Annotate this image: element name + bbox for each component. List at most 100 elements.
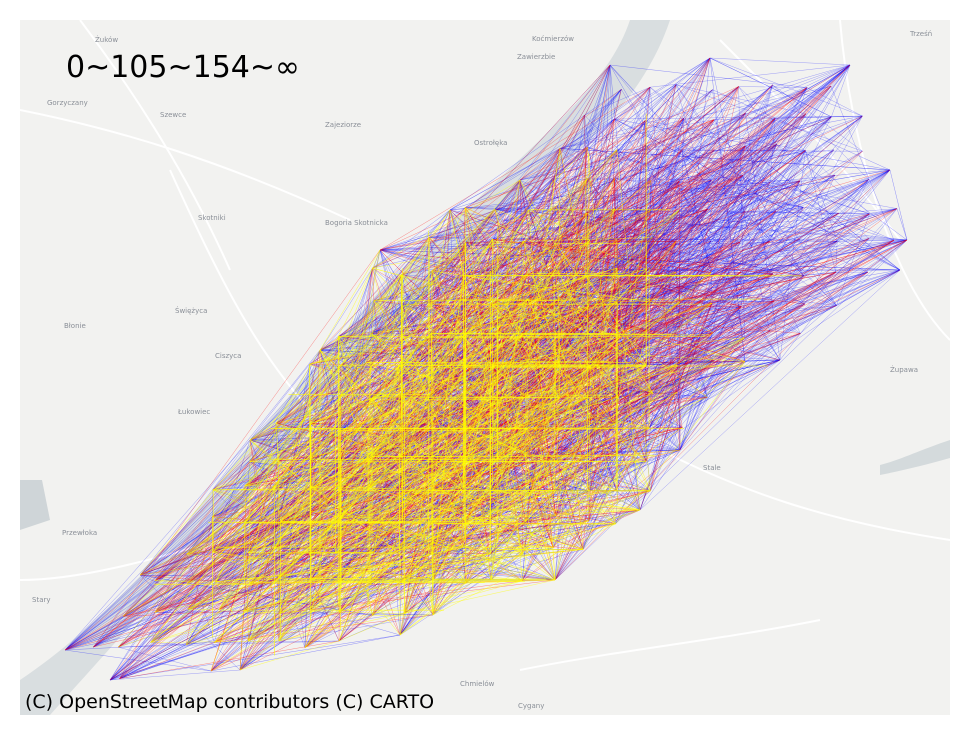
- flow-edge: [461, 144, 777, 300]
- flow-edge: [401, 57, 711, 306]
- flow-edge: [589, 427, 683, 492]
- flow-edge: [338, 275, 804, 337]
- flow-edge: [526, 208, 615, 362]
- flow-edge: [373, 174, 835, 301]
- flow-edge: [582, 145, 746, 550]
- flow-edge: [154, 237, 430, 581]
- flow-edge: [713, 119, 804, 277]
- flow-edge: [249, 362, 367, 441]
- flow-edge: [433, 522, 523, 582]
- flow-edge: [769, 118, 776, 182]
- flow-edge: [679, 180, 804, 208]
- flow-edge: [248, 580, 523, 642]
- flow-edge: [614, 116, 832, 365]
- flow-edge: [681, 150, 863, 152]
- flow-edge: [590, 272, 836, 425]
- flow-edge: [431, 89, 713, 272]
- flow-edge: [555, 180, 680, 332]
- flow-edge: [770, 181, 870, 215]
- flow-edge: [588, 149, 835, 492]
- flow-edge: [519, 179, 775, 302]
- flow-edge: [677, 333, 714, 362]
- flow-edge: [310, 86, 739, 398]
- flow-edge: [616, 149, 712, 273]
- flow-edge: [430, 115, 585, 334]
- place-label: Szewce: [160, 111, 186, 119]
- flow-edge: [838, 208, 898, 214]
- place-labels: Żuków Koćmierzów Trześń Zawierzbie Gorzyczan…: [32, 30, 932, 710]
- flow-edge: [465, 207, 745, 338]
- flow-edge: [679, 180, 801, 451]
- flow-edge: [404, 360, 714, 614]
- flow-edge: [150, 489, 341, 643]
- flow-edge: [649, 64, 851, 88]
- flow-edge: [339, 581, 341, 613]
- flow-edge: [554, 268, 618, 581]
- flow-edge: [465, 64, 851, 460]
- flow-edge: [369, 305, 403, 585]
- flow-edge: [652, 181, 680, 394]
- flow-edge: [558, 361, 590, 492]
- flow-edge: [379, 249, 560, 429]
- flow-edge: [432, 489, 556, 517]
- flow-edge: [710, 272, 713, 304]
- flow-edge: [139, 178, 554, 576]
- flow-edge: [341, 150, 806, 462]
- flow-edge: [335, 275, 587, 554]
- flow-edge: [554, 239, 908, 581]
- flow-edge: [431, 144, 646, 272]
- flow-edge: [215, 179, 521, 582]
- flow-edge: [493, 241, 524, 305]
- flow-edge: [404, 239, 493, 614]
- flow-edge: [609, 64, 837, 306]
- flow-edge: [429, 119, 715, 238]
- flow-edge: [464, 267, 618, 393]
- flow-edge: [675, 84, 804, 277]
- place-label: Świężyca: [175, 306, 207, 315]
- legend-title: 0~105~154~∞: [66, 50, 301, 85]
- flow-edge: [218, 461, 342, 610]
- flow-edge: [93, 303, 429, 648]
- flow-edge: [557, 145, 746, 461]
- flow-edge: [492, 64, 851, 240]
- flow-edge: [615, 302, 713, 524]
- flow-edge: [675, 272, 681, 303]
- flow-edge: [463, 175, 743, 367]
- flow-edge: [775, 115, 863, 119]
- flow-edge: [431, 237, 653, 272]
- flow-edge: [652, 113, 746, 238]
- flow-edge: [645, 113, 807, 366]
- flow-edge: [372, 271, 677, 553]
- flow-edge: [679, 238, 869, 303]
- map-canvas[interactable]: Żuków Koćmierzów Trześń Zawierzbie Gorzyczan…: [20, 20, 950, 715]
- flow-edge: [119, 423, 616, 679]
- flow-edge: [373, 274, 402, 301]
- flow-edge: [745, 145, 776, 212]
- place-label: Żuków: [95, 35, 118, 44]
- flow-edge: [449, 181, 771, 211]
- flow-edge: [646, 210, 651, 270]
- flow-edge: [617, 392, 677, 455]
- flow-edge: [639, 144, 777, 511]
- flow-edge: [493, 239, 895, 491]
- flow-edge: [712, 275, 804, 333]
- flow-edge: [401, 180, 651, 307]
- flow-edge: [372, 298, 528, 553]
- flow-edge: [490, 64, 851, 272]
- flow-edge: [587, 178, 801, 182]
- flow-edge: [745, 145, 901, 271]
- flow-edge: [64, 616, 124, 651]
- flow-edge: [212, 240, 838, 517]
- flow-edge: [493, 273, 773, 430]
- flow-edge: [584, 115, 680, 211]
- flow-edge: [493, 267, 618, 335]
- flow-edge: [652, 213, 870, 394]
- flow-edge: [239, 610, 244, 671]
- flow-edge: [585, 169, 891, 277]
- flow-edge: [311, 334, 523, 459]
- flow-edge: [552, 301, 649, 548]
- flow-edge: [277, 449, 681, 579]
- flow-edge: [119, 640, 340, 679]
- flow-edge: [614, 112, 746, 179]
- flow-edge: [554, 238, 869, 491]
